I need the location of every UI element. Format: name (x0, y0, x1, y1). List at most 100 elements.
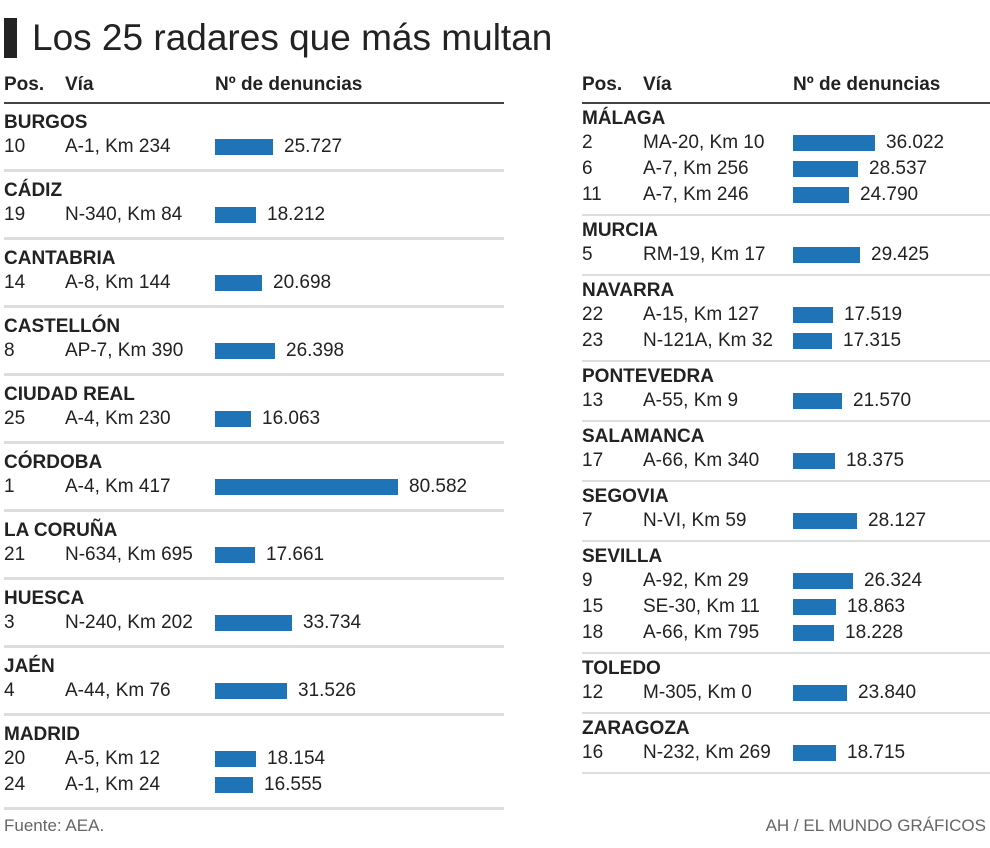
province-name: MÁLAGA (582, 108, 666, 129)
radar-row: 18 A-66, Km 795 18.228 (582, 620, 990, 646)
position: 25 (4, 408, 26, 429)
road: M-305, Km 0 (643, 682, 752, 703)
value-label: 29.425 (871, 244, 930, 265)
radar-row: 16 N-232, Km 269 18.715 (582, 740, 990, 766)
road: A-8, Km 144 (65, 272, 171, 293)
bar (793, 307, 833, 323)
province-group: PONTEVEDRA 13 A-55, Km 9 21.570 (582, 362, 990, 422)
road: A-1, Km 234 (65, 136, 171, 157)
value-label: 18.863 (847, 596, 906, 617)
road: A-66, Km 340 (643, 450, 760, 471)
header-denuncias: Nº de denuncias (215, 74, 363, 95)
road: RM-19, Km 17 (643, 244, 766, 265)
road: A-1, Km 24 (65, 774, 161, 795)
value-label: 24.790 (860, 184, 919, 205)
province-group: CIUDAD REAL 25 A-4, Km 230 16.063 (4, 376, 504, 444)
radar-row: 7 N-VI, Km 59 28.127 (582, 508, 990, 534)
title-accent-bar (4, 18, 17, 58)
radar-row: 14 A-8, Km 144 20.698 (4, 270, 504, 296)
value-label: 28.127 (868, 510, 927, 531)
position: 22 (582, 304, 604, 325)
province-groups: BURGOS 10 A-1, Km 234 25.727 CÁDIZ 19 N-340, K… (4, 104, 504, 810)
road: A-7, Km 256 (643, 158, 749, 179)
position: 1 (4, 476, 15, 497)
header-pos: Pos. (582, 74, 623, 95)
bar (215, 275, 262, 291)
province-group: SALAMANCA 17 A-66, Km 340 18.375 (582, 422, 990, 482)
bar (215, 207, 256, 223)
position: 18 (582, 622, 604, 643)
radar-row: 25 A-4, Km 230 16.063 (4, 406, 504, 432)
value-label: 20.698 (273, 272, 332, 293)
bar (215, 343, 275, 359)
province-groups: MÁLAGA 2 MA-20, Km 10 36.022 6 A-7, Km 256 28.… (582, 104, 990, 774)
road: N-232, Km 269 (643, 742, 771, 763)
position: 23 (582, 330, 604, 351)
header-via: Vía (643, 74, 672, 95)
province-name: CÁDIZ (4, 180, 63, 201)
province-group: CÁDIZ 19 N-340, Km 84 18.212 (4, 172, 504, 240)
road: N-VI, Km 59 (643, 510, 747, 531)
province-group: LA CORUÑA 21 N-634, Km 695 17.661 (4, 512, 504, 580)
province-group: SEGOVIA 7 N-VI, Km 59 28.127 (582, 482, 990, 542)
province-name: TOLEDO (582, 658, 661, 679)
column-header: Pos. Vía Nº de denuncias (582, 70, 990, 104)
bar (215, 777, 253, 793)
radar-row: 10 A-1, Km 234 25.727 (4, 134, 504, 160)
road: N-340, Km 84 (65, 204, 183, 225)
header-pos: Pos. (4, 74, 45, 95)
province-name: NAVARRA (582, 280, 675, 301)
position: 15 (582, 596, 604, 617)
position: 19 (4, 204, 26, 225)
position: 24 (4, 774, 26, 795)
province-name: SEGOVIA (582, 486, 669, 507)
position: 16 (582, 742, 604, 763)
province-group: SEVILLA 9 A-92, Km 29 26.324 15 SE-30, Km 11 1… (582, 542, 990, 654)
province-group: CÓRDOBA 1 A-4, Km 417 80.582 (4, 444, 504, 512)
header-denuncias: Nº de denuncias (793, 74, 941, 95)
source-note: Fuente: AEA. (4, 816, 105, 835)
bar (793, 393, 842, 409)
value-label: 16.063 (262, 408, 321, 429)
radar-row: 19 N-340, Km 84 18.212 (4, 202, 504, 228)
position: 10 (4, 136, 26, 157)
radar-row: 13 A-55, Km 9 21.570 (582, 388, 990, 414)
position: 8 (4, 340, 15, 361)
road: A-4, Km 417 (65, 476, 171, 497)
bar (215, 751, 256, 767)
position: 4 (4, 680, 15, 701)
province-name: ZARAGOZA (582, 718, 690, 739)
position: 11 (582, 184, 602, 205)
road: A-92, Km 29 (643, 570, 749, 591)
value-label: 17.315 (843, 330, 902, 351)
position: 17 (582, 450, 604, 471)
bar (793, 187, 849, 203)
province-name: CANTABRIA (4, 248, 116, 269)
province-group: JAÉN 4 A-44, Km 76 31.526 (4, 648, 504, 716)
radar-row: 24 A-1, Km 24 16.555 (4, 772, 504, 798)
bar (793, 513, 857, 529)
bar (215, 683, 287, 699)
position: 2 (582, 132, 593, 153)
value-label: 16.555 (264, 774, 323, 795)
bar (215, 411, 251, 427)
bar (215, 547, 255, 563)
bar (793, 573, 853, 589)
bar (793, 685, 847, 701)
province-name: HUESCA (4, 588, 85, 609)
radar-row: 20 A-5, Km 12 18.154 (4, 746, 504, 772)
radar-row: 3 N-240, Km 202 33.734 (4, 610, 504, 636)
position: 21 (4, 544, 26, 565)
bar (793, 161, 858, 177)
road: N-634, Km 695 (65, 544, 193, 565)
position: 13 (582, 390, 604, 411)
province-name: CIUDAD REAL (4, 384, 135, 405)
province-group: MURCIA 5 RM-19, Km 17 29.425 (582, 216, 990, 276)
road: N-121A, Km 32 (643, 330, 773, 351)
radar-row: 23 N-121A, Km 32 17.315 (582, 328, 990, 354)
bar (793, 625, 834, 641)
value-label: 80.582 (409, 476, 468, 497)
radar-row: 8 AP-7, Km 390 26.398 (4, 338, 504, 364)
credit-note: AH / EL MUNDO GRÁFICOS (765, 816, 986, 835)
bar (793, 745, 836, 761)
